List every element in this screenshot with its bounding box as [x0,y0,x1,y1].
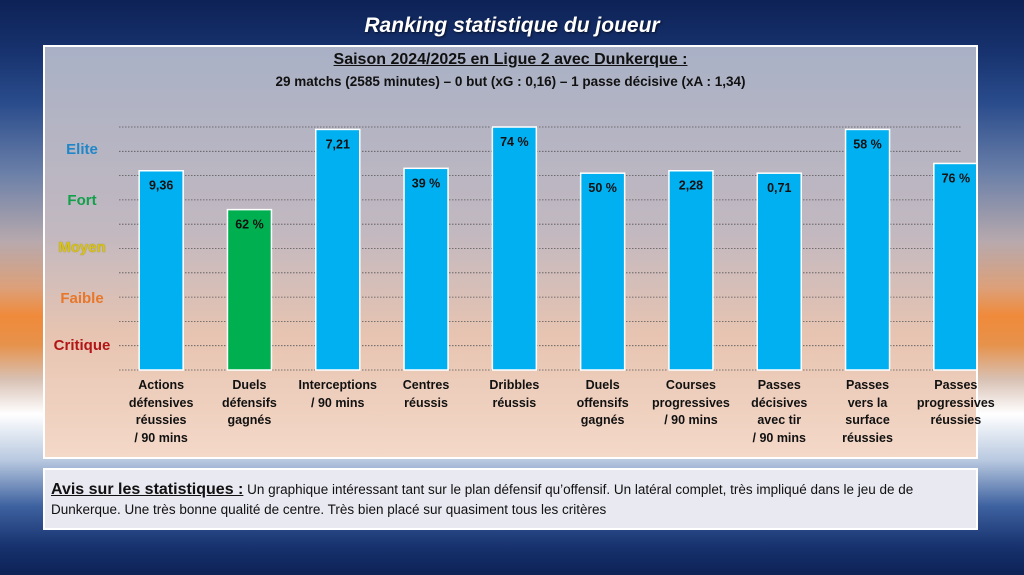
category-label: Interceptions/ 90 mins [298,378,378,410]
category-label: Duels défensifs gagnés [221,378,277,427]
level-label-fort: Fort [67,192,97,209]
bar-value-label: 62 % [235,218,264,232]
bar [668,169,714,371]
bar [844,128,891,371]
category-label: Courses progressives/ 90 mins [652,378,730,427]
bar-value-label: 76 % [942,171,971,185]
category-label: Actions défensives réussies/ 90 mins [128,378,194,445]
category-label: Passes décisives avec tir/ 90 mins [751,378,808,445]
notes-panel: Avis sur les statistiques : Un graphique… [43,468,978,530]
category-label: Dribbles réussis [489,378,540,410]
bar-value-label: 50 % [588,181,617,195]
level-label-critique: Critique [53,337,111,354]
level-label-elite: Elite [66,141,98,158]
bar [579,172,626,371]
bar-value-label: 74 % [500,135,528,149]
level-label-faible: Faible [60,290,104,307]
bar [138,169,184,371]
page-title: Ranking statistique du joueur [364,14,660,37]
level-label-moyen: Moyen [58,239,106,256]
bar-value-label: 0,71 [767,181,791,195]
category-label: Centres réussis [402,378,450,410]
bar [226,208,273,371]
bar-value-label: 9,36 [149,179,173,193]
bar [933,162,976,371]
notes-body: Un graphique intéressant tant sur le pla… [51,482,914,517]
bar [491,126,538,371]
category-label: Duels offensifs gagnés [576,378,629,427]
category-label: Passes vers la surface réussies [842,378,893,445]
bar-value-label: 2,28 [679,179,703,193]
notes-heading: Avis sur les statistiques : [51,481,244,498]
category-label: Passes progressives réussies [916,378,995,427]
chart-panel: Saison 2024/2025 en Ligue 2 avec Dunkerq… [43,45,995,459]
bar-value-label: 39 % [412,176,441,190]
bar-value-label: 58 % [853,137,882,151]
bar-chart: 9,36 62 % 7,21 39 % 74 % 50 % 2,28 0,71 58 % 76 % [119,126,976,371]
bar [403,167,449,371]
chart-subtitle: 29 matchs (2585 minutes) – 0 but (xG : 0… [275,74,746,89]
bar-value-label: 7,21 [326,137,350,151]
bar [756,172,802,371]
chart-title: Saison 2024/2025 en Ligue 2 avec Dunkerq… [333,51,688,68]
bar [315,128,361,371]
